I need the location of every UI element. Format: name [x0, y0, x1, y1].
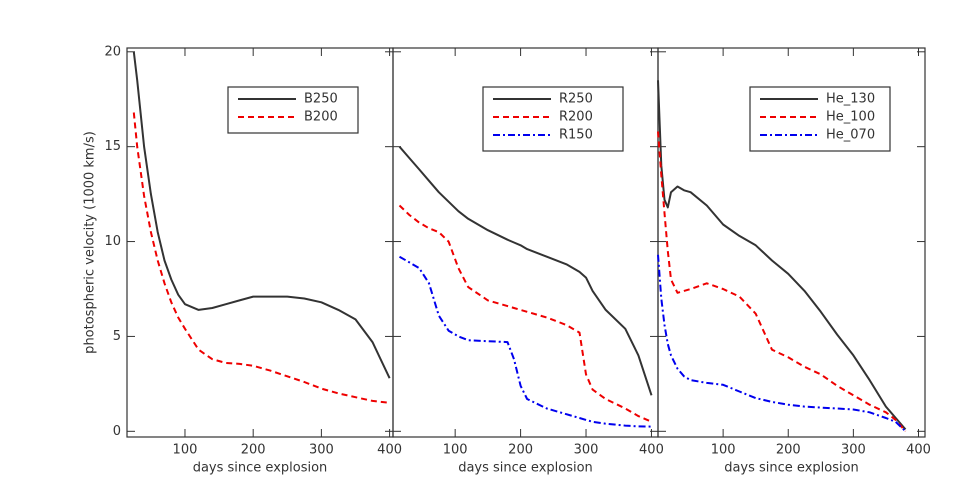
legend-label: B250	[304, 92, 338, 107]
x-tick-label: 200	[776, 443, 801, 458]
series-line	[132, 112, 390, 404]
y-tick-label: 0	[113, 424, 121, 439]
legend-label: B200	[304, 110, 338, 125]
legend-label: He_130	[826, 92, 875, 107]
x-tick-label: 400	[906, 443, 931, 458]
x-tick-label: 100	[443, 443, 468, 458]
legend-label: R150	[559, 128, 593, 143]
x-tick-label: 400	[377, 443, 402, 458]
legend-box	[482, 86, 624, 152]
series-line	[399, 255, 652, 428]
x-tick-label: 200	[508, 443, 533, 458]
series-line	[398, 204, 652, 423]
series-line	[657, 254, 907, 433]
series-line	[657, 131, 907, 432]
y-tick-label: 10	[104, 234, 121, 249]
legend-label: He_070	[826, 128, 875, 143]
x-tick-label: 300	[841, 443, 866, 458]
legend-box	[749, 86, 891, 152]
legend-label: R250	[559, 92, 593, 107]
x-tick-label: 300	[309, 443, 334, 458]
x-axis-label: days since explosion	[193, 461, 328, 476]
series-line	[398, 146, 653, 396]
y-tick-label: 5	[113, 329, 121, 344]
x-axis-label: days since explosion	[724, 461, 859, 476]
series-line	[657, 80, 907, 431]
y-tick-label: 15	[104, 139, 121, 154]
x-tick-label: 200	[241, 443, 266, 458]
series-line	[132, 51, 391, 379]
x-tick-label: 400	[639, 443, 664, 458]
x-tick-label: 100	[173, 443, 198, 458]
y-tick-label: 20	[104, 44, 121, 59]
legend-label: He_100	[826, 110, 875, 125]
x-axis-label: days since explosion	[458, 461, 593, 476]
legend-label: R200	[559, 110, 593, 125]
x-tick-label: 100	[711, 443, 736, 458]
plot-frame	[657, 47, 926, 438]
y-axis-label: photospheric velocity (1000 km/s)	[83, 131, 98, 354]
legend-box	[227, 86, 359, 134]
x-tick-label: 300	[574, 443, 599, 458]
